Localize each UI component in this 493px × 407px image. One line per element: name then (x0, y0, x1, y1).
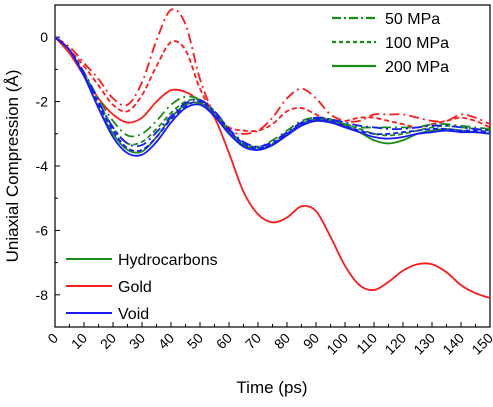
x-tick-label: 30 (126, 330, 148, 352)
tick-labels: 0 10 20 30 40 50 60 70 80 90 100 110 120 130 140 150 0 -2… (36, 29, 493, 357)
series-line-void-200mpa (54, 36, 491, 157)
x-tick-label: 40 (155, 330, 177, 352)
legend-label-hydrocarbons: Hydrocarbons (118, 252, 218, 269)
series-line-gold-200mpa (54, 36, 491, 299)
x-tick-label: 80 (271, 330, 293, 352)
x-tick-label: 0 (44, 330, 61, 347)
axis-ticks (54, 4, 491, 328)
series-line-void-50mpa (54, 36, 491, 148)
series-line-void-100mpa (54, 36, 491, 152)
x-tick-label: 130 (410, 330, 438, 358)
y-tick-label: -6 (36, 222, 49, 238)
series-line-hydrocarbons-200mpa (54, 36, 491, 154)
x-tick-label: 120 (381, 330, 409, 358)
legend-materials: Hydrocarbons Gold Void (66, 252, 218, 323)
legend-label-200mpa: 200 MPa (385, 59, 449, 76)
x-tick-label: 110 (353, 330, 380, 357)
y-tick-label: -2 (36, 94, 49, 110)
x-axis-label: Time (ps) (236, 378, 307, 397)
x-tick-label: 140 (439, 330, 467, 358)
x-tick-label: 10 (68, 330, 90, 352)
x-tick-label: 150 (468, 330, 493, 358)
y-tick-label: 0 (40, 29, 48, 45)
series-line-hydrocarbons-50mpa (54, 36, 491, 148)
x-tick-label: 20 (97, 330, 119, 352)
legend-pressures: 50 MPa 100 MPa 200 MPa (332, 11, 449, 76)
y-tick-label: -4 (36, 158, 49, 174)
series-layer (54, 8, 491, 299)
y-axis-label: Uniaxial Compression (Å) (3, 70, 22, 263)
legend-label-100mpa: 100 MPa (385, 35, 449, 52)
x-tick-label: 50 (184, 330, 206, 352)
x-tick-label: 100 (323, 330, 351, 358)
x-tick-label: 90 (300, 330, 322, 352)
x-tick-label: 60 (213, 330, 235, 352)
legend-label-gold: Gold (118, 279, 152, 296)
legend-label-50mpa: 50 MPa (385, 11, 440, 28)
x-tick-label: 70 (242, 330, 264, 352)
legend-label-void: Void (118, 306, 149, 323)
series-line-gold-50mpa (54, 8, 491, 135)
y-tick-label: -8 (36, 287, 49, 303)
